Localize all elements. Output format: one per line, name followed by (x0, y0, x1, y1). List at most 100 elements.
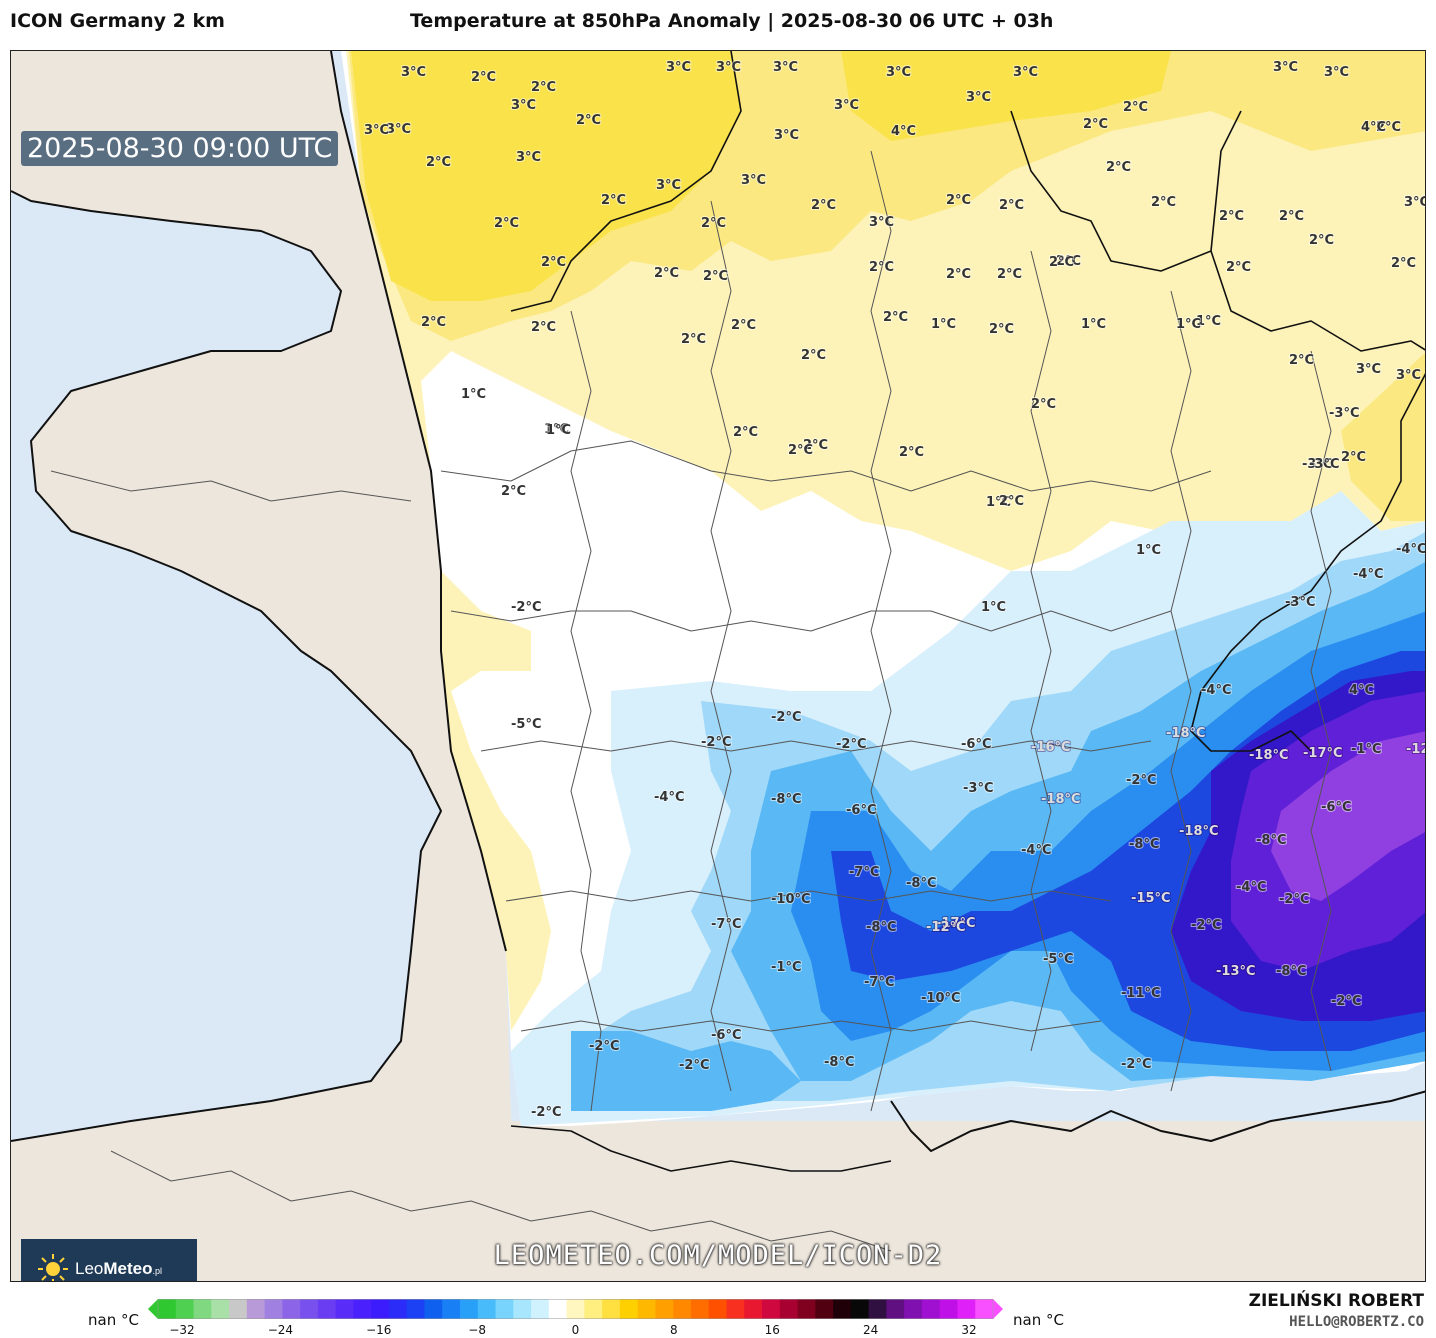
colorbar-segment (619, 1299, 639, 1319)
coastline (890, 1090, 1425, 1152)
coastline (330, 51, 507, 952)
anomaly-label: 3°C (741, 173, 766, 188)
colorbar-segment (353, 1299, 372, 1319)
anomaly-region-cold_3 (571, 1031, 801, 1111)
colorbar-tick-label: 0 (571, 1323, 580, 1337)
national-border (1190, 373, 1425, 752)
anomaly-label: -6°C (711, 1028, 741, 1043)
anomaly-label: -4°C (654, 790, 684, 805)
colorbar-tick-label: −8 (468, 1323, 486, 1337)
anomaly-region-warm_2 (1341, 352, 1425, 521)
anomaly-label: 3°C (869, 215, 894, 230)
anomaly-label: 2°C (421, 315, 446, 330)
anomaly-label: 2°C (999, 198, 1024, 213)
admin-border (1030, 250, 1052, 1052)
anomaly-label: -18°C (1249, 748, 1289, 763)
anomaly-label: -2°C (589, 1039, 619, 1054)
colorbar-arrow-right (993, 1299, 1003, 1319)
anomaly-label: 2°C (803, 438, 828, 453)
anomaly-label: 1°C (981, 600, 1006, 615)
land-outside-domain (11, 51, 1425, 1281)
anomaly-label: 3°C (1013, 65, 1038, 80)
colorbar-segment (424, 1299, 443, 1319)
colorbar-segment (833, 1299, 852, 1319)
anomaly-label: -8°C (1256, 833, 1286, 848)
anomaly-label: -1°C (1351, 742, 1381, 757)
borders (11, 51, 1425, 1252)
colorbar-segment (175, 1299, 195, 1319)
admin-border (1310, 350, 1332, 1072)
colorbar-segment (460, 1299, 479, 1319)
anomaly-label: -2°C (836, 737, 866, 752)
anomaly-label: 2°C (1056, 254, 1081, 269)
colorbar-segment (548, 1299, 568, 1319)
anomaly-label: 2°C (811, 198, 836, 213)
anomaly-label: -8°C (771, 792, 801, 807)
colorbar-segment (566, 1299, 585, 1319)
anomaly-label: -3°C (1329, 406, 1359, 421)
anomaly-label: -7°C (711, 917, 741, 932)
anomaly-label: 2°C (899, 445, 924, 460)
map-panel[interactable]: 3°C 2°C 2°C 3°C 3°C 3°C 3°C 3°C 3°C 3°C 3°C 3°C 3°C 3… (10, 50, 1426, 1282)
coastline (11, 190, 442, 1142)
anomaly-label: 2°C (869, 260, 894, 275)
colorbar-segment (637, 1299, 656, 1319)
anomaly-label: -12°C (1406, 742, 1426, 757)
colorbar-segment (690, 1299, 710, 1319)
anomaly-label: -2°C (1191, 918, 1221, 933)
admin-border (50, 470, 412, 502)
anomaly-label: -8°C (1129, 837, 1159, 852)
anomaly-label: 2°C (946, 193, 971, 208)
colorbar-segment (762, 1299, 781, 1319)
anomaly-region-warm_3 (351, 51, 741, 301)
anomaly-label: -4°C (1396, 542, 1426, 557)
anomaly-label: 2°C (1031, 397, 1056, 412)
anomaly-label: 2°C (654, 266, 679, 281)
colorbar-tick-label: 8 (670, 1323, 678, 1337)
anomaly-label: -5°C (511, 717, 541, 732)
colorbar-segment (708, 1299, 728, 1319)
colorbar-segment (886, 1299, 905, 1319)
colorbar-segment (264, 1299, 283, 1319)
anomaly-label: 2°C (681, 332, 706, 347)
anomaly-region-warm_1 (346, 51, 1425, 1031)
colorbar-segment (282, 1299, 301, 1319)
author-email[interactable]: HELLO@ROBERTZ.CO (1289, 1314, 1424, 1330)
anomaly-label: 2°C (1049, 255, 1074, 270)
leometeo-logo[interactable]: LeoMeteo.pl (21, 1239, 197, 1281)
anomaly-label: -2°C (531, 1105, 561, 1120)
anomaly-label: -12°C (926, 920, 966, 935)
anomaly-label: -7°C (849, 865, 879, 880)
anomaly-label: 2°C (494, 216, 519, 231)
anomaly-label: -11°C (1121, 986, 1161, 1001)
watermark-url: LEOMETEO.COM/MODEL/ICON-D2 (493, 1240, 943, 1271)
anomaly-label: 4°C (1361, 120, 1386, 135)
colorbar-segment (317, 1299, 337, 1319)
map-canvas[interactable]: 3°C 2°C2°C3°C 3°C 3°C 3°C 3°C 3°C 3°C3°C3°C3°C3… (11, 51, 1426, 1282)
anomaly-label: 2°C (471, 70, 496, 85)
colorbar-segment (904, 1299, 923, 1319)
admin-border (570, 310, 602, 1112)
anomaly-label: -4°C (1353, 567, 1383, 582)
colorbar-segment (602, 1299, 621, 1319)
colorbar-segment (584, 1299, 603, 1319)
anomaly-label: -18°C (1041, 792, 1081, 807)
colorbar-segment (655, 1299, 674, 1319)
anomaly-label: 3°C (886, 65, 911, 80)
anomaly-label: 3°C (386, 122, 411, 137)
anomaly-label: 3°C (516, 150, 541, 165)
colorbar-segment (921, 1299, 941, 1319)
colorbar-segment (477, 1299, 497, 1319)
colorbar-segment (726, 1299, 745, 1319)
admin-border (110, 1150, 892, 1252)
colorbar-tick-label: −32 (169, 1323, 195, 1337)
anomaly-label: 2°C (531, 80, 556, 95)
colorbar-tick-label: 32 (961, 1323, 977, 1337)
colorbar-tick-label: 16 (764, 1323, 780, 1337)
colorbar-segment (442, 1299, 461, 1319)
anomaly-label: 3°C (1273, 60, 1298, 75)
anomaly-label: 2°C (1279, 209, 1304, 224)
colorbar-tick-label: −16 (366, 1323, 392, 1337)
anomaly-label: 3°C (1356, 362, 1381, 377)
colorbar-segment (335, 1299, 354, 1319)
